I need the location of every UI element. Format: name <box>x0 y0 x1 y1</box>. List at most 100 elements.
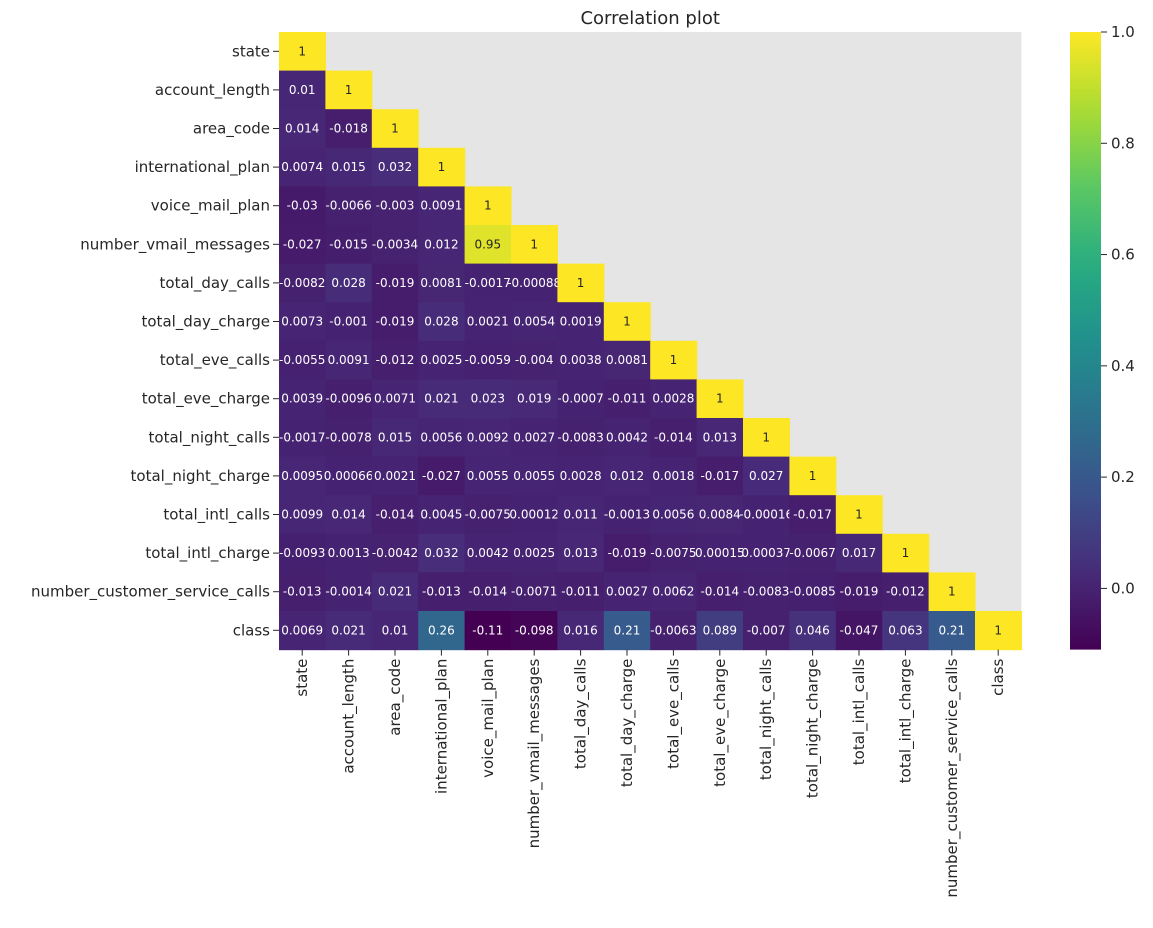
heatmap-cell <box>418 611 466 651</box>
heatmap-cell <box>418 379 466 419</box>
heatmap-cell <box>743 456 790 496</box>
cell-value-label: 0.013 <box>703 430 737 444</box>
row-label: total_eve_calls <box>160 351 270 370</box>
heatmap-cell <box>603 533 651 573</box>
heatmap-cell <box>279 572 326 612</box>
cell-value-label: -0.0034 <box>372 237 418 251</box>
cell-value-label: -0.0085 <box>789 585 835 599</box>
row-labels: state account_length area_code internationa… <box>31 42 279 639</box>
cell-value-label: 0.021 <box>424 392 458 406</box>
cell-value-label: 0.014 <box>331 508 365 522</box>
heatmap-cell <box>418 340 466 380</box>
heatmap-cell <box>650 611 698 651</box>
cell-value-label: 0.0042 <box>606 430 648 444</box>
cell-value-label: -0.015 <box>329 237 368 251</box>
cell-value-label: -0.019 <box>608 546 647 560</box>
cell-value-label: -0.013 <box>283 585 322 599</box>
heatmap-cell <box>557 340 605 380</box>
heatmap-cell <box>418 456 466 496</box>
cell-value-label: -0.001 <box>329 315 368 329</box>
cell-value-label: 0.0025 <box>420 353 462 367</box>
cell-value-label: -0.0007 <box>557 392 603 406</box>
row-label: total_intl_charge <box>145 544 270 563</box>
cell-value-label: -0.0017 <box>279 430 325 444</box>
cell-value-label: -0.0014 <box>325 585 371 599</box>
heatmap-cell <box>789 533 837 573</box>
heatmap-cell <box>279 379 326 419</box>
heatmap-cell <box>696 379 744 419</box>
column-label: total_eve_calls <box>664 658 683 768</box>
cell-value-label: -0.012 <box>886 585 925 599</box>
column-label: total_night_calls <box>757 658 776 780</box>
heatmap-cell <box>464 340 512 380</box>
heatmap-cell <box>371 456 419 496</box>
heatmap-cell <box>279 495 326 535</box>
cell-value-label: 0.00066 <box>324 469 374 483</box>
heatmap-cell <box>279 225 326 265</box>
heatmap-cell <box>464 456 512 496</box>
cell-value-label: -0.004 <box>515 353 554 367</box>
heatmap-cell <box>511 379 558 419</box>
column-label: number_vmail_messages <box>525 658 544 848</box>
cell-value-label: 1 <box>530 237 538 251</box>
cell-value-label: 0.032 <box>424 546 458 560</box>
heatmap-cell <box>835 572 883 612</box>
heatmap-cell <box>882 533 930 573</box>
heatmap-cell <box>557 495 605 535</box>
cell-value-label: -0.11 <box>472 623 503 637</box>
heatmap-cell <box>789 495 837 535</box>
cell-value-label: -0.0096 <box>325 392 371 406</box>
heatmap-cell <box>511 456 558 496</box>
cell-value-label: 0.0021 <box>467 315 509 329</box>
cell-value-label: 0.021 <box>378 585 412 599</box>
column-label: class <box>989 658 1007 695</box>
column-label: total_eve_charge <box>711 659 730 787</box>
cell-value-label: 1 <box>762 430 770 444</box>
heatmap-cell <box>789 456 837 496</box>
cell-value-label: 0.0028 <box>652 392 694 406</box>
cell-value-label: -0.003 <box>376 199 415 213</box>
heatmap-cell <box>557 418 605 458</box>
cell-value-label: -0.014 <box>654 430 693 444</box>
cell-value-label: 0.089 <box>703 623 737 637</box>
heatmap-cell <box>511 225 558 265</box>
heatmap-cell <box>975 611 1022 651</box>
cell-value-label: 0.046 <box>795 623 829 637</box>
cell-value-label: 1 <box>670 353 678 367</box>
cell-value-label: -0.0093 <box>279 546 325 560</box>
heatmap-cell <box>371 379 419 419</box>
row-label: state <box>232 42 270 60</box>
cell-value-label: -0.017 <box>700 469 739 483</box>
colorbar-tick-label: 0.2 <box>1111 468 1135 486</box>
row-label: account_length <box>155 81 270 100</box>
cell-value-label: -0.047 <box>840 623 879 637</box>
colorbar-tick-label: 0.0 <box>1111 579 1135 597</box>
cell-value-label: 1 <box>948 585 956 599</box>
heatmap-cell <box>603 340 651 380</box>
heatmap-cell <box>279 302 326 342</box>
heatmap-cell <box>371 263 419 303</box>
cell-value-label: -0.0071 <box>511 585 557 599</box>
cell-value-label: 0.028 <box>424 315 458 329</box>
heatmap-cell <box>511 611 558 651</box>
heatmap-cell <box>557 611 605 651</box>
row-label: total_night_calls <box>149 428 271 447</box>
cell-value-label: 0.0099 <box>281 508 323 522</box>
heatmap-cell <box>418 418 466 458</box>
heatmap-cell <box>464 495 512 535</box>
heatmap-cell <box>371 302 419 342</box>
heatmap-cell <box>511 495 558 535</box>
heatmap-cell <box>696 611 744 651</box>
cell-value-label: 0.0095 <box>281 469 323 483</box>
cell-value-label: -0.019 <box>840 585 879 599</box>
cell-value-label: 0.0069 <box>281 623 323 637</box>
cell-value-label: -0.03 <box>287 199 318 213</box>
heatmap-cell <box>325 572 373 612</box>
heatmap-cell <box>789 572 837 612</box>
cell-value-label: -0.011 <box>608 392 647 406</box>
heatmap-cell <box>279 611 326 651</box>
colorbar-tick-label: 0.6 <box>1111 246 1135 264</box>
heatmap-cell <box>279 32 326 72</box>
heatmap-cell <box>603 456 651 496</box>
row-label: total_day_calls <box>160 274 271 293</box>
